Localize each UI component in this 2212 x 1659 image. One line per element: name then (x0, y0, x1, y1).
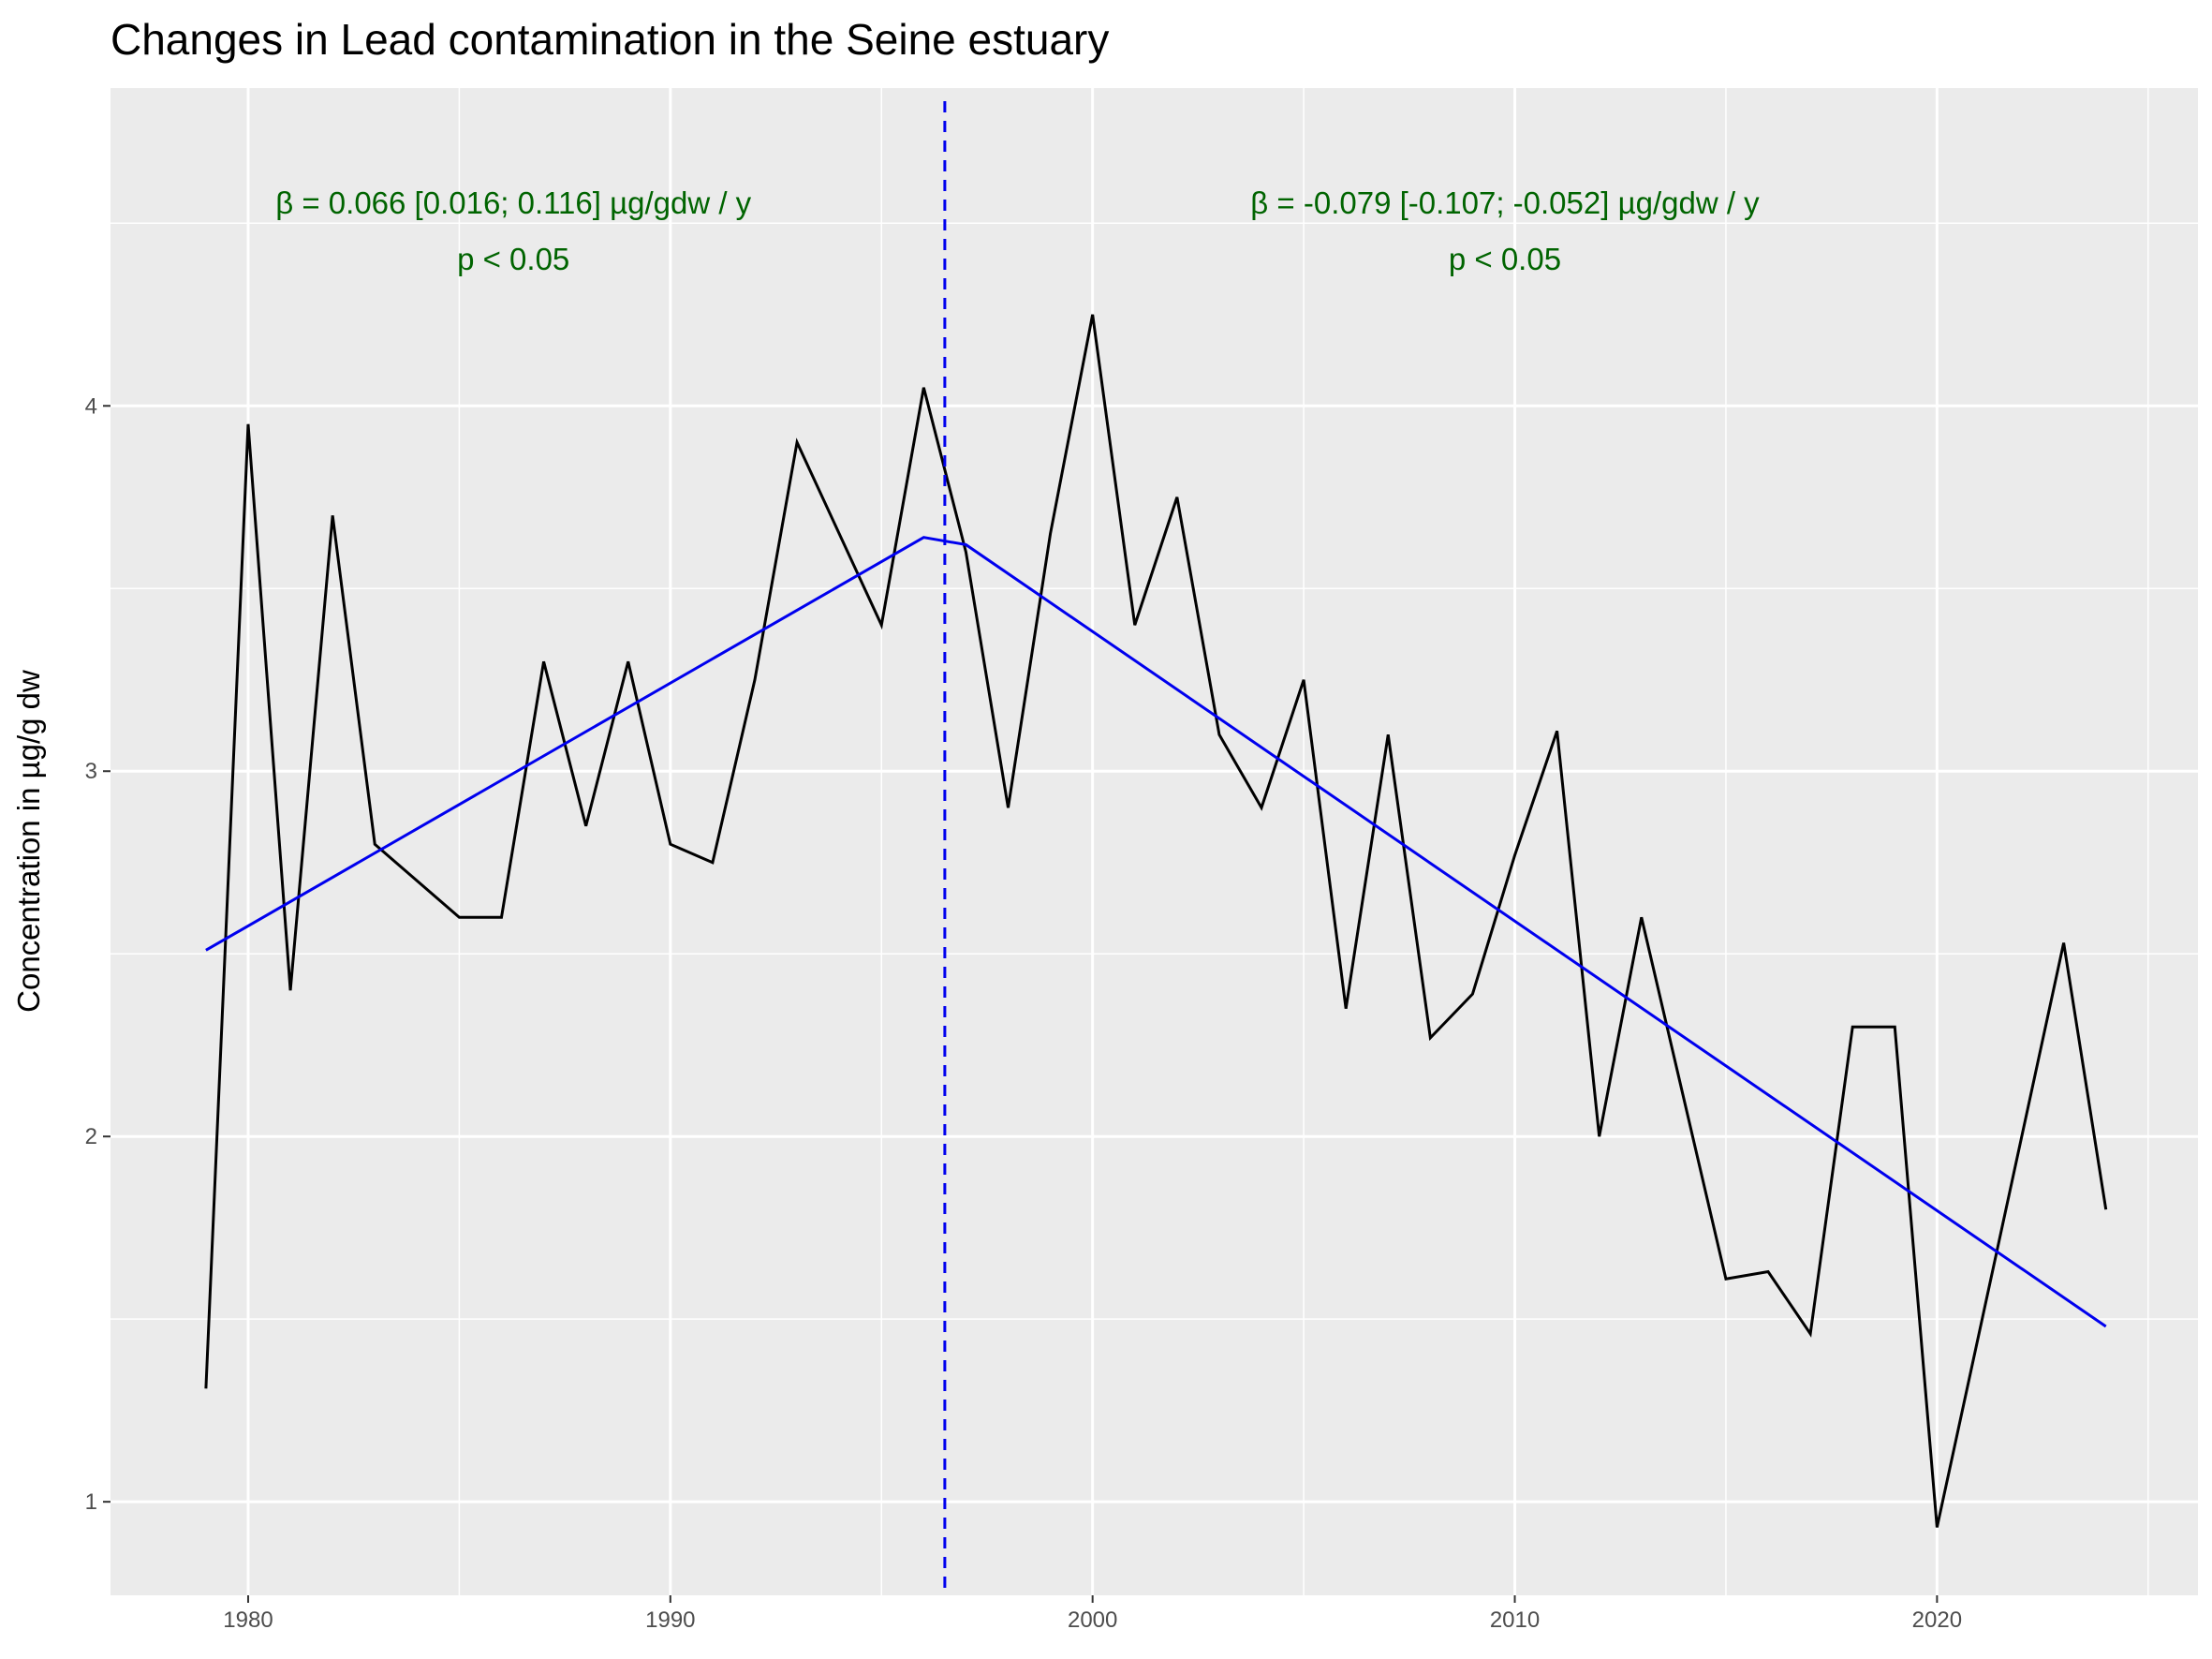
y-tick-label: 4 (85, 393, 97, 419)
y-tick-label: 3 (85, 759, 97, 784)
annotation: p < 0.05 (457, 242, 569, 276)
plot-panel (111, 88, 2198, 1595)
data-line (204, 314, 2108, 1528)
x-tick-label: 1980 (223, 1607, 273, 1633)
x-tick-label: 1990 (645, 1607, 695, 1633)
x-tick-label: 2010 (1490, 1607, 1540, 1633)
y-tick-label: 2 (85, 1124, 97, 1149)
x-tick-label: 2020 (1912, 1607, 1962, 1633)
annotation: β = -0.079 [-0.107; -0.052] µg/gdw / y (1250, 185, 1760, 220)
annotation: p < 0.05 (1449, 242, 1561, 276)
annotation: β = 0.066 [0.016; 0.116] µg/gdw / y (275, 185, 751, 220)
y-tick-label: 1 (85, 1489, 97, 1515)
y-axis-title: Concentration in µg/g dw (11, 670, 46, 1013)
chart-title: Changes in Lead contamination in the Sei… (111, 15, 1109, 64)
x-tick-label: 2000 (1068, 1607, 1117, 1633)
